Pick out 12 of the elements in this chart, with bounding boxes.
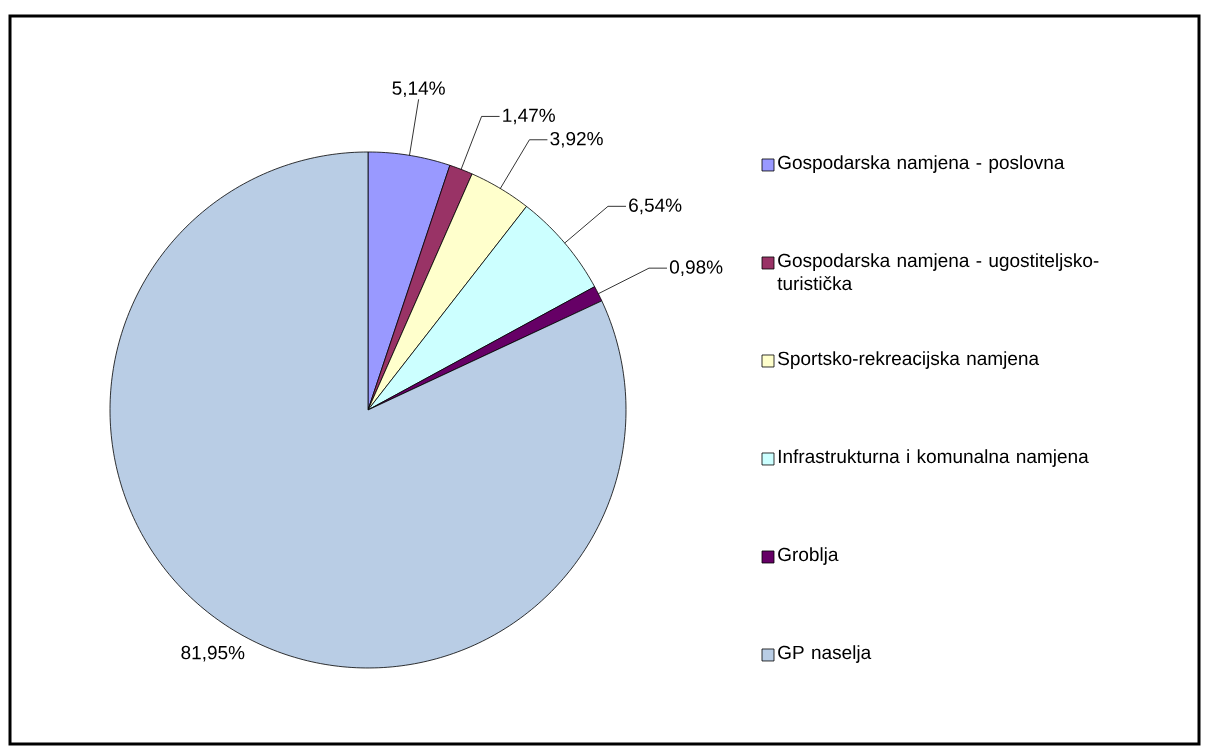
data-label: 6,54% <box>629 198 682 215</box>
legend-label: GP naselja <box>778 645 872 663</box>
data-label: 1,47% <box>503 108 555 125</box>
legend-label: Infrastrukturna i komunalna namjena <box>778 449 1089 467</box>
legend-label: Gospodarska namjena - poslovna <box>778 155 1065 173</box>
data-label: 81,95% <box>181 645 245 662</box>
data-label: 5,14% <box>392 81 445 98</box>
legend-label: Gospodarska namjena - ugostiteljsko-turistička <box>777 253 1099 291</box>
legend-label: Groblja <box>778 547 839 565</box>
data-label: 0,98% <box>669 260 723 276</box>
data-label: 3,92% <box>550 131 603 148</box>
legend-label: Sportsko-rekreacijska namjena <box>778 351 1040 369</box>
